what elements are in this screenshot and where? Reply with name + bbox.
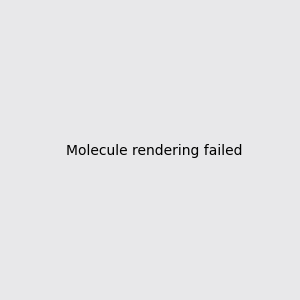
Text: Molecule rendering failed: Molecule rendering failed [65, 145, 242, 158]
